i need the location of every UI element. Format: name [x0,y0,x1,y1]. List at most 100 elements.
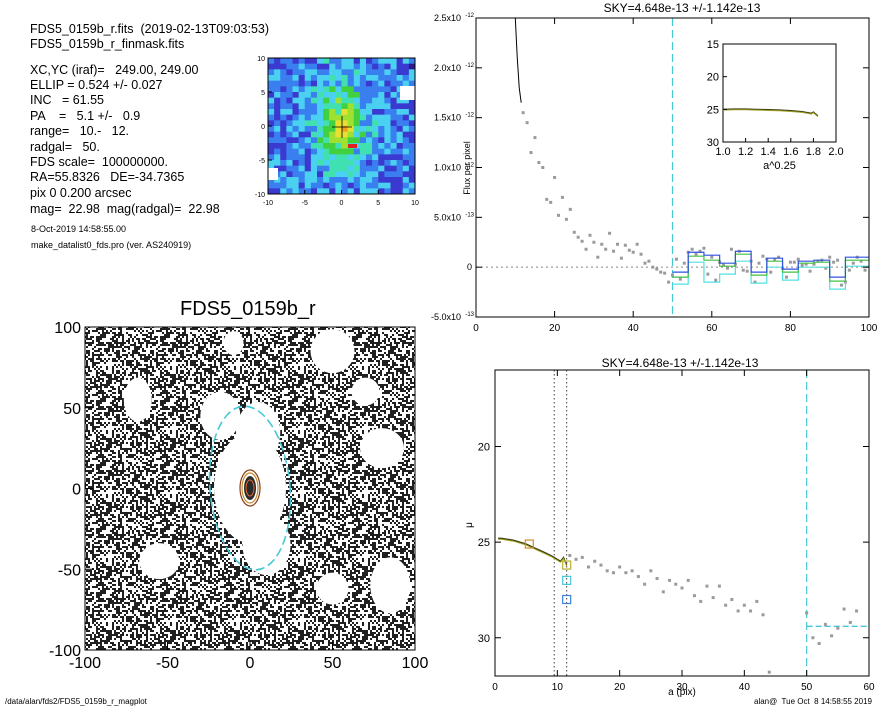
flux-point [777,255,781,259]
zoom-cell [329,103,336,110]
zoom-cell [347,126,355,133]
sb-point [674,582,678,586]
zoom-cell [298,171,306,178]
zoom-cell [384,188,391,195]
sb-point [742,603,746,607]
zoom-cell [396,182,404,189]
zoom-cell [402,80,410,87]
zoom-cell [292,103,300,110]
zoom-cell [323,69,330,76]
zoom-cell [317,75,324,82]
sb-point [705,584,709,588]
sb-profile-chart: SKY=4.648e-13 +/-1.142e-13 μ a (pix) 0 10… [464,356,875,698]
sb-xtick-label: 20 [614,682,626,693]
inset-ytick-label: 25 [707,104,719,116]
zoom-cell [372,109,379,116]
zoom-cell [408,126,416,133]
flux-point [560,195,564,199]
zoom-cell [323,126,330,133]
zoom-cell [347,114,355,121]
flux-ytick-exp: -13 [465,312,474,318]
img-ytick-label: -50 [58,562,81,579]
img-xtick-label: -100 [69,655,101,672]
zoom-cell [347,171,355,178]
zoom-cell [329,109,336,116]
zoom-cell [310,177,318,184]
zoom-cell [329,160,336,167]
zoom-cell [353,177,361,184]
zoom-cell [304,143,312,150]
flux-point [651,265,655,269]
zoom-cell [341,75,349,82]
flux-point [659,270,663,274]
zoom-cell [366,114,373,121]
zoom-cell [384,131,391,138]
flux-point [800,263,804,267]
zoom-cell [298,143,306,150]
zoom-cell [329,97,336,104]
zoom-cell [304,160,312,167]
zoom-cell [372,154,379,161]
zoom-cell [274,177,281,184]
sb-point [643,582,647,586]
zoom-cell [353,109,361,116]
zoom-cell [274,80,281,87]
program-line: make_datalist0_fds.pro (ver. AS240919) [31,240,192,250]
sb-profile-line [498,537,568,566]
zoom-cell [366,148,373,155]
zoom-cell [359,131,367,138]
zoom-cell [329,177,336,184]
zoom-cell [323,58,330,65]
zoom-cell [310,86,318,93]
zoom-cell [286,137,293,144]
zoom-cell [347,69,355,76]
zoom-cell [390,63,398,70]
zoom-cell [372,171,379,178]
zoom-cell [390,160,398,167]
zoom-cell [292,97,300,104]
zoom-cell [268,92,275,99]
zoom-cell [268,188,275,195]
zoom-cell [347,177,355,184]
zoom-cell [317,63,324,70]
zoom-cell [292,154,300,161]
flux-point [553,175,557,179]
zoom-cell [390,177,398,184]
flux-ytick-label: 2.0x10 [434,63,461,73]
zoom-cell [298,182,306,189]
zoom-cell [317,143,324,150]
zoom-cell [292,182,300,189]
zoom-cell [298,165,306,172]
flux-point [726,266,730,270]
sb-point [736,609,740,613]
zoom-cell [335,148,342,155]
zoom-cell [341,154,349,161]
zoom-cell [408,69,416,76]
zoom-cell [390,171,398,178]
zoom-cell [408,148,416,155]
flux-point [564,217,568,221]
masked-region [316,572,349,605]
zoom-cell [292,92,300,99]
zoom-cell [359,188,367,195]
zoom-cell [323,97,330,104]
flux-point [545,197,549,201]
zoom-cell [286,109,293,116]
zoom-cell [292,86,300,93]
zoom-cell [366,154,373,161]
zoom-cell [359,75,367,82]
zoom-cell [378,58,385,65]
sb-point [842,607,846,611]
flux-point [796,257,800,261]
zoom-cell [268,75,275,82]
zoom-cell [378,165,385,172]
flux-xtick-label: 40 [628,323,640,334]
inset-xtick-label: 1.4 [761,146,776,158]
zoom-cell [347,58,355,65]
zoom-cell [366,58,373,65]
flux-point [832,260,836,264]
zoom-cell [341,109,349,116]
zoom-cell [372,120,379,127]
zoom-cell [378,80,385,87]
zoom-cell [280,58,287,65]
